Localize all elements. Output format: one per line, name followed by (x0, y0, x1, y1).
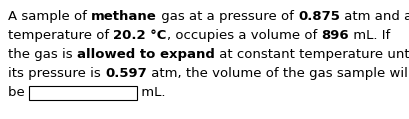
Text: allowed to expand: allowed to expand (77, 48, 214, 61)
Text: gas at a pressure of: gas at a pressure of (157, 10, 297, 23)
Text: atm and a: atm and a (339, 10, 409, 23)
Text: be: be (8, 86, 29, 99)
Text: its pressure is: its pressure is (8, 67, 105, 80)
Text: methane: methane (91, 10, 157, 23)
Text: atm, the volume of the gas sample will: atm, the volume of the gas sample will (146, 67, 409, 80)
Text: 0.597: 0.597 (105, 67, 146, 80)
Text: , occupies a volume of: , occupies a volume of (166, 29, 321, 42)
Text: A sample of: A sample of (8, 10, 91, 23)
Text: the gas is: the gas is (8, 48, 77, 61)
Text: at constant temperature until: at constant temperature until (214, 48, 409, 61)
Text: mL. If: mL. If (348, 29, 389, 42)
Text: 0.875: 0.875 (297, 10, 339, 23)
Text: mL.: mL. (137, 86, 165, 99)
Text: 20.2 °C: 20.2 °C (113, 29, 166, 42)
Text: 896: 896 (321, 29, 348, 42)
Text: temperature of: temperature of (8, 29, 113, 42)
